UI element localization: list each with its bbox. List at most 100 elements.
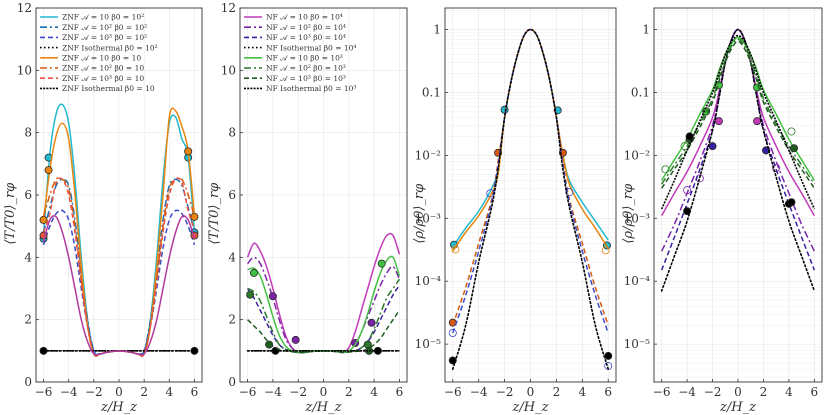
x-tick-label: −6 [444,385,462,399]
series-line-5 [247,278,401,354]
y-tick-label: 10⁻⁴ [415,274,442,288]
panel-b-temperature-nf: −6 −4 −2 0 2 4 6 0 2 4 6 8 10 12 z/H_z ⟨T/T0⟩_rφ NF 𝒜 = … [207,1,408,415]
legend-label-0: NF 𝒜 = 10 β0 = 10⁴ [266,13,343,22]
legend-label-7: ZNF Isothermal β0 = 10 [62,84,155,93]
x-tick-label: −4 [678,385,696,399]
y-tick-label: 12 [17,1,32,15]
series-marker-3 [683,207,692,216]
series-group [246,232,401,355]
y-axis-label: ⟨ρ/ρ0⟩_rφ [621,183,636,244]
x-tick-label: 0 [527,385,535,399]
series-line-7 [660,34,816,210]
y-tick-label: 12 [221,1,236,15]
series-marker-1 [683,186,692,195]
y-axis-label: ⟨T/T0⟩_rφ [207,182,222,245]
series-marker-5 [246,290,255,299]
x-tick-label: 4 [165,385,173,399]
series-marker-1 [451,245,460,254]
legend-label-6: NF 𝒜 = 10³ β0 = 10³ [266,74,346,83]
series-marker-6 [265,340,274,349]
y-tick-label: 2 [228,313,236,327]
x-tick-label: −4 [470,385,488,399]
panel-c-density-znf: −6 −4 −2 0 2 4 6 10⁻⁵ 10⁻⁴ 10⁻³ 10⁻² 0.1 1 z/H_z ⟨ρ/ρ0… [412,7,617,415]
series-marker-4 [184,147,193,156]
y-tick-label: 8 [24,126,32,140]
series-line-3 [660,28,816,292]
series-line-2 [246,284,401,354]
legend-label-6: ZNF 𝒜 = 10³ β0 = 10 [62,74,144,83]
series-line-2 [42,209,196,355]
y-tick-label: 1 [642,23,650,37]
y-tick-label: 0 [228,375,236,389]
y-tick-label: 8 [228,126,236,140]
legend-label-1: ZNF 𝒜 = 10² β0 = 10² [62,23,147,32]
x-tick-label: 2 [760,385,768,399]
series-marker-5 [661,165,670,174]
series-marker-4 [448,356,457,365]
series-marker-4 [44,166,53,175]
y-tick-label: 6 [228,188,236,202]
series-marker-4 [604,351,613,360]
series-group [39,103,199,357]
series-marker-4 [39,215,48,224]
y-axis-label: ⟨ρ/ρ0⟩_rφ [412,183,427,244]
legend-label-2: ZNF 𝒜 = 10³ β0 = 10² [62,33,147,42]
series-line-8 [42,215,196,356]
panel-a-temperature-znf: −6 −4 −2 0 2 4 6 0 2 4 6 8 10 12 z/H_z ⟨T/T0⟩_rφ ZNF 𝒜 =… [3,1,203,415]
series-line-5 [42,177,196,357]
series-marker-3 [39,346,48,355]
x-tick-label: −6 [35,385,53,399]
series-marker-1 [772,163,781,172]
y-tick-label: 1 [433,23,441,37]
series-marker-5 [787,127,796,136]
y-tick-label: 4 [228,250,236,264]
series-line-3 [452,28,609,334]
legend-label-3: NF Isothermal β0 = 10⁴ [266,43,356,52]
x-tick-label: 4 [785,385,793,399]
series-marker-4 [249,268,258,277]
y-tick-label: 10⁻² [624,148,651,162]
y-tick-label: 10⁻⁴ [624,274,651,288]
series-line-6 [661,40,815,189]
y-tick-label: 10⁻³ [624,211,651,225]
x-tick-label: 6 [604,385,612,399]
series-marker-1 [291,335,300,344]
series-marker-0 [500,105,509,114]
series-marker-1 [268,292,277,301]
series-group [660,28,816,292]
legend-label-5: ZNF 𝒜 = 10² β0 = 10 [62,64,144,73]
y-tick-label: 10 [17,63,32,77]
y-tick-label: 10 [221,63,236,77]
legend-label-2: NF 𝒜 = 10³ β0 = 10⁴ [266,33,346,42]
grid [445,8,616,382]
x-tick-label: −2 [704,385,722,399]
series-line-4 [451,28,610,370]
series-marker-1 [601,246,610,255]
x-axis-label: z/H_z [512,400,549,415]
legend-label-7: NF Isothermal β0 = 10³ [266,84,356,93]
y-tick-label: 0 [24,375,32,389]
x-tick-label: 0 [734,385,742,399]
series-line-4 [661,36,815,181]
y-tick-label: 10⁻³ [415,211,442,225]
y-tick-label: 10⁻⁵ [624,337,651,351]
series-marker-7 [787,198,796,207]
x-tick-label: 0 [320,385,328,399]
x-tick-label: −2 [496,385,514,399]
series-marker-3 [448,329,457,338]
y-tick-label: 0.1 [631,85,650,99]
x-tick-label: 6 [396,385,404,399]
legend-label-3: ZNF Isothermal β0 = 10² [62,43,158,52]
x-tick-label: 4 [578,385,586,399]
y-tick-label: 10⁻⁵ [415,337,442,351]
x-tick-label: −6 [239,385,257,399]
series-line-1 [42,178,196,356]
panel-d-density-nf: −6 −4 −2 0 2 4 6 10⁻⁵ 10⁻⁴ 10⁻³ 10⁻² 0.1 1 z/H_z ⟨ρ/ρ0… [621,7,823,415]
series-group [448,28,613,370]
series-marker-3 [190,346,199,355]
x-axis-label: z/H_z [100,400,137,415]
x-tick-label: −4 [60,385,78,399]
legend-label-1: NF 𝒜 = 10² β0 = 10⁴ [266,23,346,32]
